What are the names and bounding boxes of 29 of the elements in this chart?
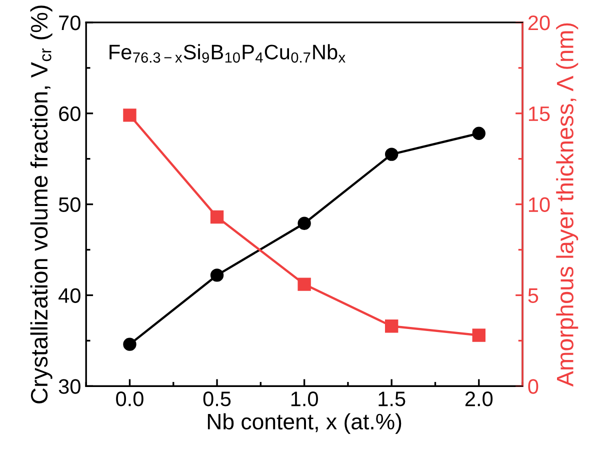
point: [385, 320, 398, 333]
point: [210, 268, 224, 282]
x-tick-label: 0.0: [116, 392, 144, 406]
point: [472, 328, 486, 342]
y2-tick-label: 10: [528, 197, 550, 212]
y-tick-label: 50: [58, 197, 80, 212]
point: [123, 108, 136, 122]
y2-axis-title: Amorphous layer thickness, Λ (nm): [556, 23, 578, 387]
point: [210, 210, 224, 224]
point: [298, 216, 311, 230]
x-axis-title: Nb content, x (at.%): [208, 413, 402, 434]
point: [472, 126, 486, 140]
y-tick-label: 30: [58, 379, 80, 394]
x-tick-label: 0.5: [203, 392, 231, 406]
y-tick-label: 70: [59, 15, 80, 30]
y2-tick-label: 0: [528, 379, 538, 394]
x-tick-label: 1.0: [291, 392, 318, 406]
y2-tick-label: 15: [528, 106, 550, 122]
point: [385, 148, 398, 161]
y2-tick-label: 20: [528, 15, 550, 30]
y-axis-title: Crystallization volume fraction, V$_{cr}$ (%): [30, 6, 52, 404]
y-tick-label: 60: [59, 106, 80, 122]
text: Fe$_{76.3−x}$Si$_{9}$B$_{10}$P$_{4}$Cu$_{0.7}$Nb$_{x}$: [110, 44, 346, 63]
point: [123, 338, 136, 351]
x-tick-label: 2.0: [465, 392, 493, 406]
y2-tick-label: 5: [528, 288, 538, 303]
point: [298, 278, 311, 291]
x-tick-label: 1.5: [378, 392, 406, 406]
y-tick-label: 40: [58, 288, 80, 303]
